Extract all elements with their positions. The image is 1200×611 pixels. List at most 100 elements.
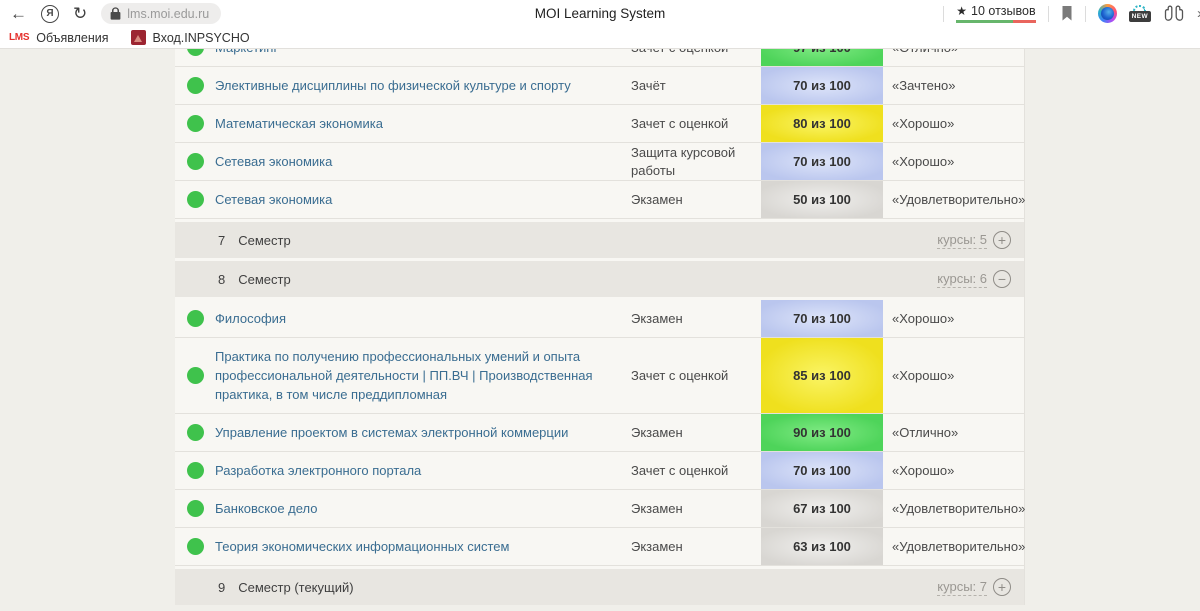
- semester-row: 8 Семестр курсы: 6−: [175, 261, 1024, 297]
- grade-text: «Хорошо»: [892, 311, 955, 326]
- semester-number: 7: [218, 232, 226, 248]
- exam-type: Зачет с оценкой: [631, 367, 729, 383]
- courses-count-link[interactable]: курсы: 5: [937, 231, 987, 249]
- grade-text: «Хорошо»: [892, 463, 955, 478]
- score-cell: 70 из 100: [761, 300, 883, 337]
- bookmark-flag-icon[interactable]: [1061, 6, 1073, 21]
- course-row: Сетевая экономика Экзамен 50 из 100 «Удовле…: [175, 181, 1026, 219]
- reviews-button[interactable]: ★ 10 отзывов: [956, 4, 1036, 23]
- bookmark-item-inpsycho[interactable]: Вход.INPSYCHO: [130, 30, 250, 45]
- exam-type: Защита курсовой работы: [631, 144, 736, 178]
- bookmark-item-announcements[interactable]: LMS Объявления: [9, 31, 109, 45]
- bookmark-label: Вход.INPSYCHO: [152, 30, 250, 45]
- exam-type: Экзамен: [631, 191, 683, 207]
- refresh-button[interactable]: ↻: [73, 4, 88, 23]
- collapse-minus-icon[interactable]: −: [993, 270, 1011, 288]
- divider: [943, 5, 945, 22]
- green-status-dot-icon: [186, 462, 204, 479]
- course-row: Разработка электронного портала Зачет с о…: [175, 452, 1024, 490]
- new-badge-label: NEW: [1128, 11, 1151, 22]
- reviews-label: 10 отзывов: [971, 4, 1036, 18]
- course-row: МаркетингЗачет с оценкой97 из 100«Отличн…: [175, 49, 1024, 67]
- courses-toggle[interactable]: курсы: 5 +: [937, 231, 1011, 249]
- course-row: Сетевая экономика Защита курсовой работы 7…: [175, 143, 1024, 181]
- grade-text: «Удовлетворительно»: [892, 192, 1026, 207]
- divider: [1047, 5, 1049, 22]
- course-link[interactable]: Управление проектом в системах электронн…: [215, 425, 569, 440]
- course-status: [175, 528, 215, 565]
- green-status-dot-icon: [186, 115, 204, 132]
- grade-text: «Хорошо»: [892, 116, 955, 131]
- course-status: [175, 67, 215, 104]
- extension-circle-icon[interactable]: [1097, 4, 1117, 23]
- exam-type: Экзамен: [631, 500, 683, 516]
- gloves-icon[interactable]: [1163, 5, 1185, 22]
- score-cell: 97 из 100: [761, 49, 883, 66]
- lms-page: МаркетингЗачет с оценкой97 из 100«Отличн…: [0, 49, 1200, 610]
- grade-text: «Хорошо»: [892, 154, 955, 169]
- green-status-dot-icon: [186, 424, 204, 441]
- course-link[interactable]: Философия: [215, 311, 286, 326]
- semester-number: 9: [218, 579, 226, 595]
- green-status-dot-icon: [186, 367, 204, 384]
- bookmarks-bar: LMS Объявления Вход.INPSYCHO: [0, 27, 1200, 49]
- green-status-dot-icon: [186, 191, 204, 208]
- grade-text: «Хорошо»: [892, 368, 955, 383]
- courses-toggle[interactable]: курсы: 7 +: [937, 578, 1011, 596]
- divider: [1084, 5, 1086, 22]
- green-status-dot-icon: [186, 310, 204, 327]
- lms-favicon: LMS: [9, 32, 30, 43]
- grade-text: «Зачтено»: [892, 78, 956, 93]
- score-cell: 90 из 100: [761, 414, 883, 451]
- course-status: [175, 300, 215, 337]
- course-link[interactable]: Теория экономических информационных сист…: [215, 539, 510, 554]
- course-link[interactable]: Сетевая экономика: [215, 154, 333, 169]
- course-row: Практика по получению профессиональных у…: [175, 338, 1024, 414]
- address-bar[interactable]: lms.moi.edu.ru: [101, 3, 222, 24]
- star-icon: ★: [956, 4, 968, 18]
- exam-type: Зачет с оценкой: [631, 115, 729, 131]
- course-status: [175, 105, 215, 142]
- score-cell: 80 из 100: [761, 105, 883, 142]
- course-status: [175, 49, 215, 66]
- overflow-chevron-icon[interactable]: ›: [1197, 5, 1200, 22]
- course-row: Управление проектом в системах электронн…: [175, 414, 1024, 452]
- semester-label: Семестр: [238, 232, 291, 248]
- course-status: [175, 181, 215, 218]
- course-link[interactable]: Разработка электронного портала: [215, 463, 422, 478]
- back-button[interactable]: ←: [10, 4, 27, 23]
- semester-number: 8: [218, 271, 226, 287]
- score-cell: 67 из 100: [761, 490, 883, 527]
- courses-toggle[interactable]: курсы: 6−: [937, 270, 1011, 288]
- bookmark-label: Объявления: [36, 30, 109, 45]
- grade-text: «Отлично»: [892, 425, 959, 440]
- course-link[interactable]: Практика по получению профессиональных у…: [215, 349, 593, 402]
- course-link[interactable]: Банковское дело: [215, 501, 318, 516]
- new-badge-icon[interactable]: NEW: [1128, 5, 1151, 22]
- lock-icon: [110, 7, 121, 20]
- exam-type: Зачёт: [631, 77, 666, 93]
- exam-type: Зачет с оценкой: [631, 49, 761, 57]
- course-link[interactable]: Сетевая экономика: [215, 192, 333, 207]
- expand-plus-icon[interactable]: +: [993, 578, 1011, 596]
- course-row: Элективные дисциплины по физической куль…: [175, 67, 1024, 105]
- score-cell: 70 из 100: [761, 143, 883, 180]
- semester-row: 9 Семестр (текущий) курсы: 7 +: [175, 569, 1024, 605]
- green-status-dot-icon: [186, 538, 204, 555]
- score-cell: 70 из 100: [761, 452, 883, 489]
- expand-plus-icon[interactable]: +: [993, 231, 1011, 249]
- semester-label: Семестр: [238, 271, 291, 287]
- yandex-button[interactable]: Я: [41, 4, 59, 23]
- courses-count-link[interactable]: курсы: 6: [937, 270, 987, 288]
- grade-text: «Удовлетворительно»: [892, 501, 1026, 516]
- course-link[interactable]: Элективные дисциплины по физической куль…: [215, 78, 571, 93]
- course-link[interactable]: Математическая экономика: [215, 116, 383, 131]
- green-status-dot-icon: [186, 49, 204, 56]
- semester-row: 7 Семестр курсы: 5 +: [175, 222, 1024, 258]
- course-link[interactable]: Маркетинг: [215, 49, 631, 66]
- score-cell: 85 из 100: [761, 338, 883, 413]
- courses-count-link[interactable]: курсы: 7: [937, 578, 987, 596]
- course-row: Математическая экономика Зачет с оценкой 8…: [175, 105, 1024, 143]
- exam-type: Зачет с оценкой: [631, 462, 729, 478]
- score-cell: 63 из 100: [761, 528, 883, 565]
